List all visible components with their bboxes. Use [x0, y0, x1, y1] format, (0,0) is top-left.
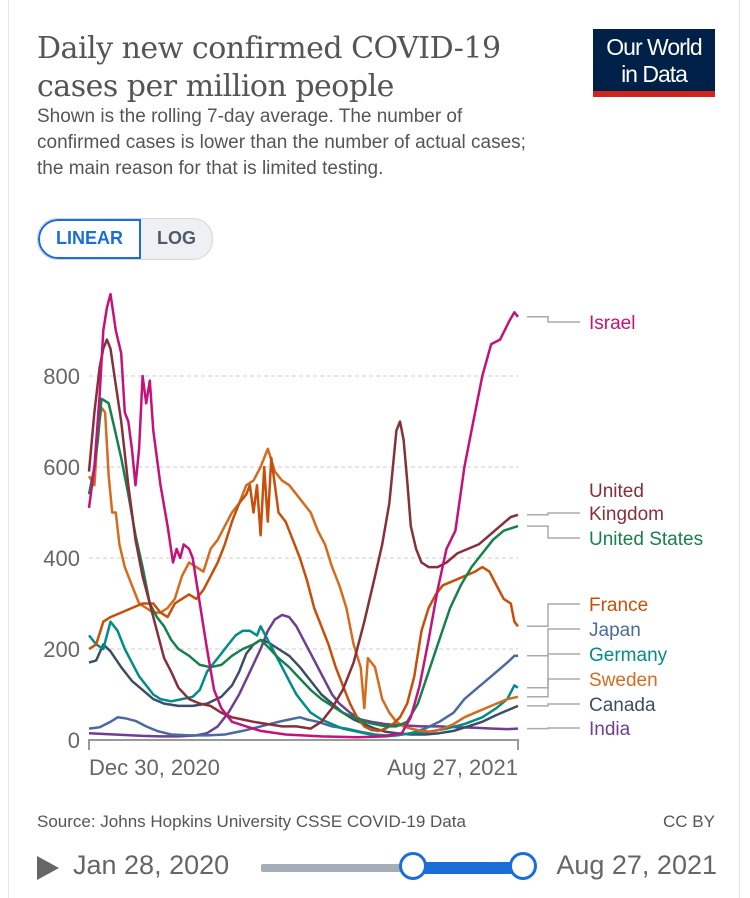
play-icon[interactable]: [37, 856, 59, 880]
timeline-selected-range[interactable]: [412, 862, 522, 874]
license-link[interactable]: CC BY: [663, 812, 715, 831]
series-line-france: [88, 456, 519, 733]
series-line-japan: [88, 654, 518, 737]
y-tick-label: 800: [43, 364, 80, 389]
label-connector: [527, 316, 580, 323]
timeline-start-date: Jan 28, 2020: [73, 850, 230, 880]
logo-line-2: in Data: [621, 61, 688, 87]
series-label-united-kingdom[interactable]: United: [589, 481, 644, 502]
y-axis-ticks: 0 200 400 600 800: [43, 364, 80, 753]
series-label-germany[interactable]: Germany: [589, 645, 668, 666]
logo-line-1: Our World: [606, 34, 702, 60]
series-label-israel[interactable]: Israel: [589, 313, 635, 334]
linear-scale-button[interactable]: LINEAR: [38, 219, 141, 259]
timeline-end-handle[interactable]: [509, 852, 537, 880]
series-label-sweden[interactable]: Sweden: [589, 670, 658, 691]
series-line-germany: [88, 620, 519, 738]
x-tick-label: Aug 27, 2021: [387, 755, 518, 780]
series-line-israel: [87, 292, 519, 739]
x-axis: Dec 30, 2020 Aug 27, 2021: [88, 739, 519, 780]
series-label-canada[interactable]: Canada: [589, 695, 656, 716]
y-tick-label: 0: [68, 728, 80, 753]
timeline-start-handle[interactable]: [399, 852, 427, 880]
series-label-france[interactable]: France: [589, 595, 648, 616]
label-connector: [527, 603, 580, 628]
label-connector: [527, 727, 580, 730]
label-connector: [527, 703, 580, 707]
line-chart: 0 200 400 600 800 Dec 30, 2020 Aug 27, 2021 I…: [43, 292, 703, 780]
owid-logo[interactable]: Our World in Data: [593, 29, 715, 97]
label-connector: [527, 628, 580, 657]
x-axis-line: [88, 739, 519, 750]
timeline-end-date: Aug 27, 2021: [556, 850, 717, 880]
series-line-sweden: [87, 406, 519, 734]
label-connector: [527, 653, 580, 689]
series-label-india[interactable]: India: [589, 719, 631, 740]
timeline-track[interactable]: [261, 864, 523, 872]
y-tick-label: 400: [43, 546, 80, 571]
x-tick-label: Dec 30, 2020: [89, 755, 220, 780]
series-label-united-states[interactable]: United States: [589, 529, 703, 550]
series-label-japan[interactable]: Japan: [589, 620, 641, 641]
source-note[interactable]: Source: Johns Hopkins University CSSE CO…: [37, 812, 466, 831]
series-lines: [87, 292, 519, 739]
log-scale-button[interactable]: LOG: [157, 228, 196, 248]
label-connector: [527, 678, 580, 698]
y-tick-label: 600: [43, 455, 80, 480]
series-line-united-states: [87, 397, 519, 728]
scale-toggle: LINEAR LOG: [37, 218, 213, 260]
chart-subtitle: Shown is the rolling 7-day average. The …: [37, 106, 526, 179]
series-line-canada: [88, 638, 519, 736]
series-label-united-kingdom[interactable]: Kingdom: [589, 504, 664, 525]
chart-title: Daily new confirmed COVID-19 cases per m…: [37, 31, 501, 104]
timeline-slider: Jan 28, 2020 Aug 27, 2021: [37, 848, 727, 888]
label-connector: [527, 512, 580, 516]
y-tick-label: 200: [43, 637, 80, 662]
series-line-united-kingdom: [87, 338, 519, 730]
label-connector: [527, 525, 580, 539]
chart-card: [8, 0, 740, 898]
logo-accent-bar: [593, 91, 715, 97]
